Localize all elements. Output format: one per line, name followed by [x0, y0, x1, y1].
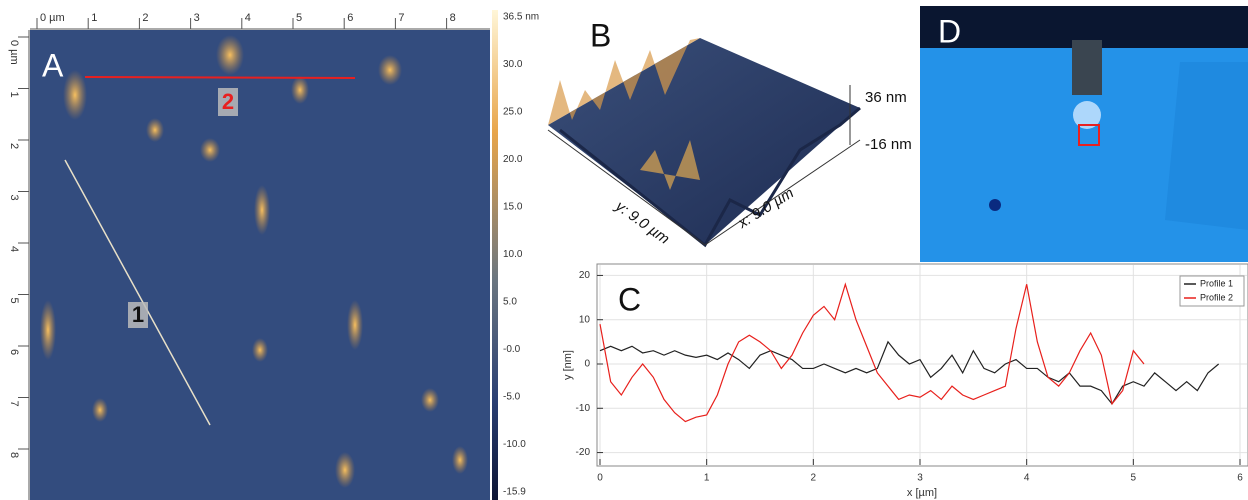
panel-a: 1 2 A 0 µm 1 2 3 4 5 6 7 8 0 µm 1 2 3 4 5 6 7 8 36.5 nm 30.… [0, 0, 539, 500]
panel-d: D [920, 6, 1248, 262]
ruler-label: 0 µm [40, 12, 65, 24]
x-tick-label: 3 [917, 473, 923, 484]
y-tick-label: 10 [579, 314, 591, 325]
ruler-label: 1 [8, 92, 20, 98]
z-label: 36 nm [865, 89, 907, 106]
afm-image [30, 30, 490, 500]
ruler-label: 1 [91, 12, 97, 24]
ruler-label: 6 [347, 12, 353, 24]
profile-label: 2 [222, 89, 234, 114]
colorbar-label: 36.5 nm [503, 12, 539, 23]
afm-features [40, 35, 468, 488]
colorbar-label: 5.0 [503, 297, 517, 308]
colorbar-label: -0.0 [503, 344, 521, 355]
ruler-label: 2 [8, 143, 20, 149]
profile-line-2 [84, 76, 356, 79]
z-label: -16 nm [865, 136, 912, 153]
y-axis-label: y [nm] [562, 350, 574, 380]
y-tick-label: 20 [579, 270, 591, 281]
colorbar-label: -10.0 [503, 439, 526, 450]
ruler-label: 3 [194, 12, 200, 24]
ruler-label: 6 [8, 349, 20, 355]
colorbar-label: 25.0 [503, 107, 523, 118]
colorbar-label: -15.9 [503, 487, 526, 498]
colorbar-label: 10.0 [503, 249, 523, 260]
ruler-label: 7 [398, 12, 404, 24]
panel-b: B 36 nm -16 nm y: 9.0 µm x: 9.0 µm [547, 17, 912, 248]
data-line [599, 340, 1220, 405]
x-tick-label: 0 [597, 473, 603, 484]
y-tick-label: 0 [584, 359, 590, 370]
ruler-label: 5 [8, 298, 20, 304]
y-tick-label: -10 [576, 403, 591, 414]
panel-letter: B [590, 17, 611, 53]
legend-box [1179, 275, 1245, 307]
panel-letter: C [618, 281, 641, 317]
legend-label: Profile 2 [1200, 292, 1233, 302]
colorbar-label: -5.0 [503, 392, 521, 403]
x-tick-label: 1 [704, 473, 710, 484]
surface [548, 38, 860, 245]
panel-letter: D [938, 13, 961, 49]
ruler-label: 4 [8, 246, 20, 252]
colorbar-label: 30.0 [503, 59, 523, 70]
ruler-label: 2 [142, 12, 148, 24]
panel-c: C x [µm] y [nm] 0 1 2 3 4 5 6 -20 -10 0 10 20 Profil… [562, 263, 1248, 499]
x-tick-label: 2 [811, 473, 817, 484]
profile-line-1 [64, 159, 211, 426]
x-tick-label: 6 [1237, 473, 1243, 484]
data-line [599, 282, 1145, 423]
ruler-label: 8 [8, 452, 20, 458]
x-tick-label: 4 [1024, 473, 1030, 484]
profile-label: 1 [132, 302, 144, 327]
colorbar-label: 15.0 [503, 202, 523, 213]
ruler-label: 7 [8, 401, 20, 407]
colorbar-label: 20.0 [503, 154, 523, 165]
colorbar [492, 10, 498, 500]
panel-letter: A [42, 47, 64, 83]
ruler-label: 8 [450, 12, 456, 24]
ruler-label: 4 [245, 12, 251, 24]
legend-label: Profile 1 [1200, 278, 1233, 288]
ruler-label: 5 [296, 12, 302, 24]
x-tick-label: 5 [1131, 473, 1137, 484]
y-tick-label: -20 [576, 447, 591, 458]
afm-shade [30, 30, 490, 500]
plot-area [596, 263, 1248, 467]
x-axis-label: x [µm] [907, 487, 937, 499]
ruler-label: 0 µm [8, 40, 20, 65]
ruler-label: 3 [8, 195, 20, 201]
